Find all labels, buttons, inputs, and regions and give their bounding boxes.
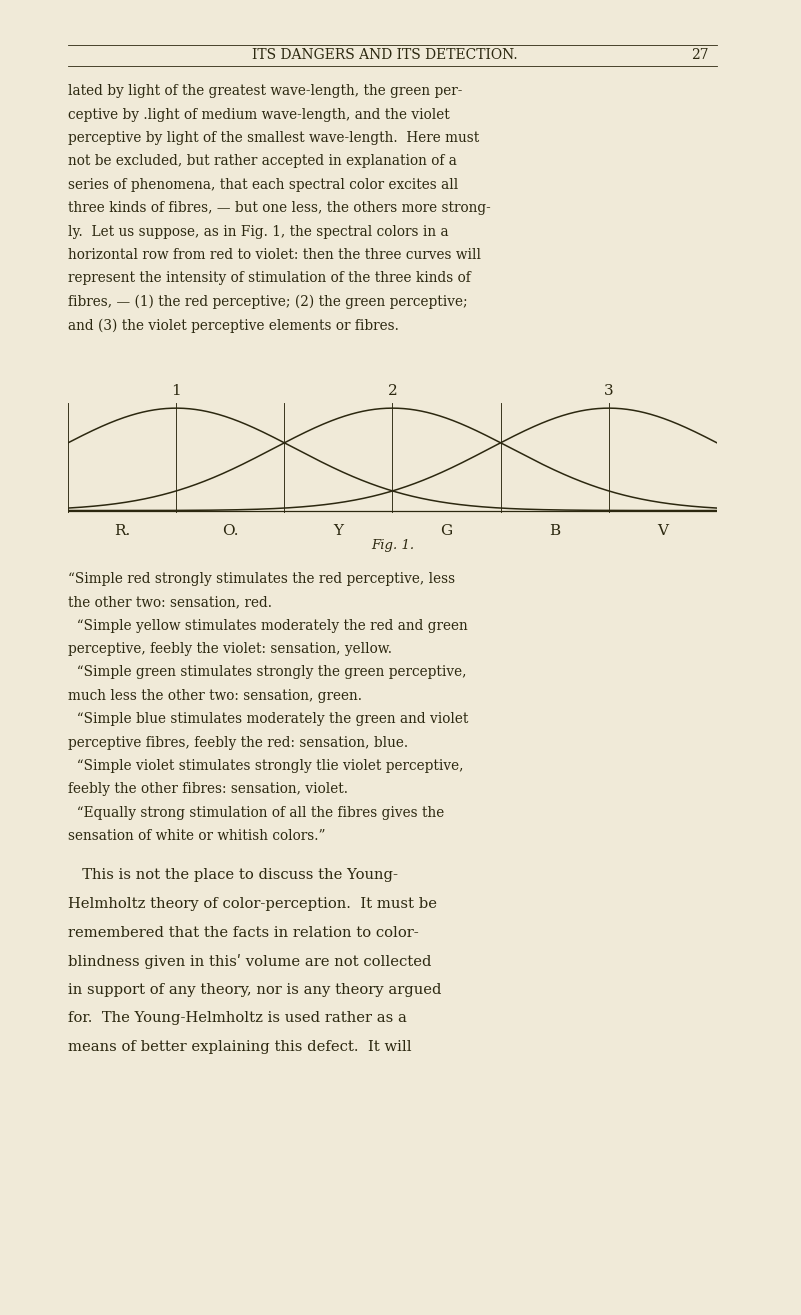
Text: B: B — [549, 523, 560, 538]
Text: perceptive by light of the smallest wave-length.  Here must: perceptive by light of the smallest wave… — [68, 132, 479, 145]
Text: blindness given in thisʹ volume are not collected: blindness given in thisʹ volume are not … — [68, 955, 432, 969]
Text: perceptive fibres, feebly the red: sensation, blue.: perceptive fibres, feebly the red: sensa… — [68, 735, 409, 750]
Text: fibres, — (1) the red perceptive; (2) the green perceptive;: fibres, — (1) the red perceptive; (2) th… — [68, 295, 468, 309]
Text: “Simple yellow stimulates moderately the red and green: “Simple yellow stimulates moderately the… — [68, 618, 468, 633]
Text: ly.  Let us suppose, as in Fig. 1, the spectral colors in a: ly. Let us suppose, as in Fig. 1, the sp… — [68, 225, 449, 238]
Text: V: V — [658, 523, 668, 538]
Text: the other two: sensation, red.: the other two: sensation, red. — [68, 596, 272, 609]
Text: 1: 1 — [171, 384, 181, 398]
Text: means of better explaining this defect.  It will: means of better explaining this defect. … — [68, 1040, 412, 1053]
Text: “Simple violet stimulates strongly tlie violet perceptive,: “Simple violet stimulates strongly tlie … — [68, 759, 464, 773]
Text: 27: 27 — [691, 49, 709, 62]
Text: not be excluded, but rather accepted in explanation of a: not be excluded, but rather accepted in … — [68, 154, 457, 168]
Text: O.: O. — [222, 523, 239, 538]
Text: “Simple red strongly stimulates the red perceptive, less: “Simple red strongly stimulates the red … — [68, 572, 455, 585]
Text: “Equally strong stimulation of all the fibres gives the: “Equally strong stimulation of all the f… — [68, 806, 445, 819]
Text: three kinds of fibres, — but one less, the others more strong-: three kinds of fibres, — but one less, t… — [68, 201, 491, 216]
Text: ceptive by .light of medium wave-length, and the violet: ceptive by .light of medium wave-length,… — [68, 108, 450, 121]
Text: feebly the other fibres: sensation, violet.: feebly the other fibres: sensation, viol… — [68, 782, 348, 797]
Text: perceptive, feebly the violet: sensation, yellow.: perceptive, feebly the violet: sensation… — [68, 642, 392, 656]
Text: and (3) the violet perceptive elements or fibres.: and (3) the violet perceptive elements o… — [68, 318, 399, 333]
Text: “Simple blue stimulates moderately the green and violet: “Simple blue stimulates moderately the g… — [68, 713, 469, 726]
Text: This is not the place to discuss the Young-: This is not the place to discuss the You… — [68, 868, 398, 882]
Text: represent the intensity of stimulation of the three kinds of: represent the intensity of stimulation o… — [68, 271, 471, 285]
Text: much less the other two: sensation, green.: much less the other two: sensation, gree… — [68, 689, 362, 702]
Text: lated by light of the greatest wave-length, the green per-: lated by light of the greatest wave-leng… — [68, 84, 462, 99]
Text: G: G — [441, 523, 453, 538]
Text: in support of any theory, nor is any theory argued: in support of any theory, nor is any the… — [68, 982, 441, 997]
Text: R.: R. — [114, 523, 131, 538]
Text: 2: 2 — [388, 384, 397, 398]
Text: series of phenomena, that each spectral color excites all: series of phenomena, that each spectral … — [68, 178, 458, 192]
Text: sensation of white or whitish colors.”: sensation of white or whitish colors.” — [68, 830, 325, 843]
Text: ITS DANGERS AND ITS DETECTION.: ITS DANGERS AND ITS DETECTION. — [252, 49, 517, 62]
Text: remembered that the facts in relation to color-: remembered that the facts in relation to… — [68, 926, 419, 939]
Text: horizontal row from red to violet: then the three curves will: horizontal row from red to violet: then … — [68, 249, 481, 262]
Text: 3: 3 — [604, 384, 614, 398]
Text: for.  The Young-Helmholtz is used rather as a: for. The Young-Helmholtz is used rather … — [68, 1011, 407, 1026]
Text: Fig. 1.: Fig. 1. — [371, 539, 414, 552]
Text: “Simple green stimulates strongly the green perceptive,: “Simple green stimulates strongly the gr… — [68, 665, 467, 680]
Text: Helmholtz theory of color-perception.  It must be: Helmholtz theory of color-perception. It… — [68, 897, 437, 911]
Text: Y: Y — [333, 523, 344, 538]
